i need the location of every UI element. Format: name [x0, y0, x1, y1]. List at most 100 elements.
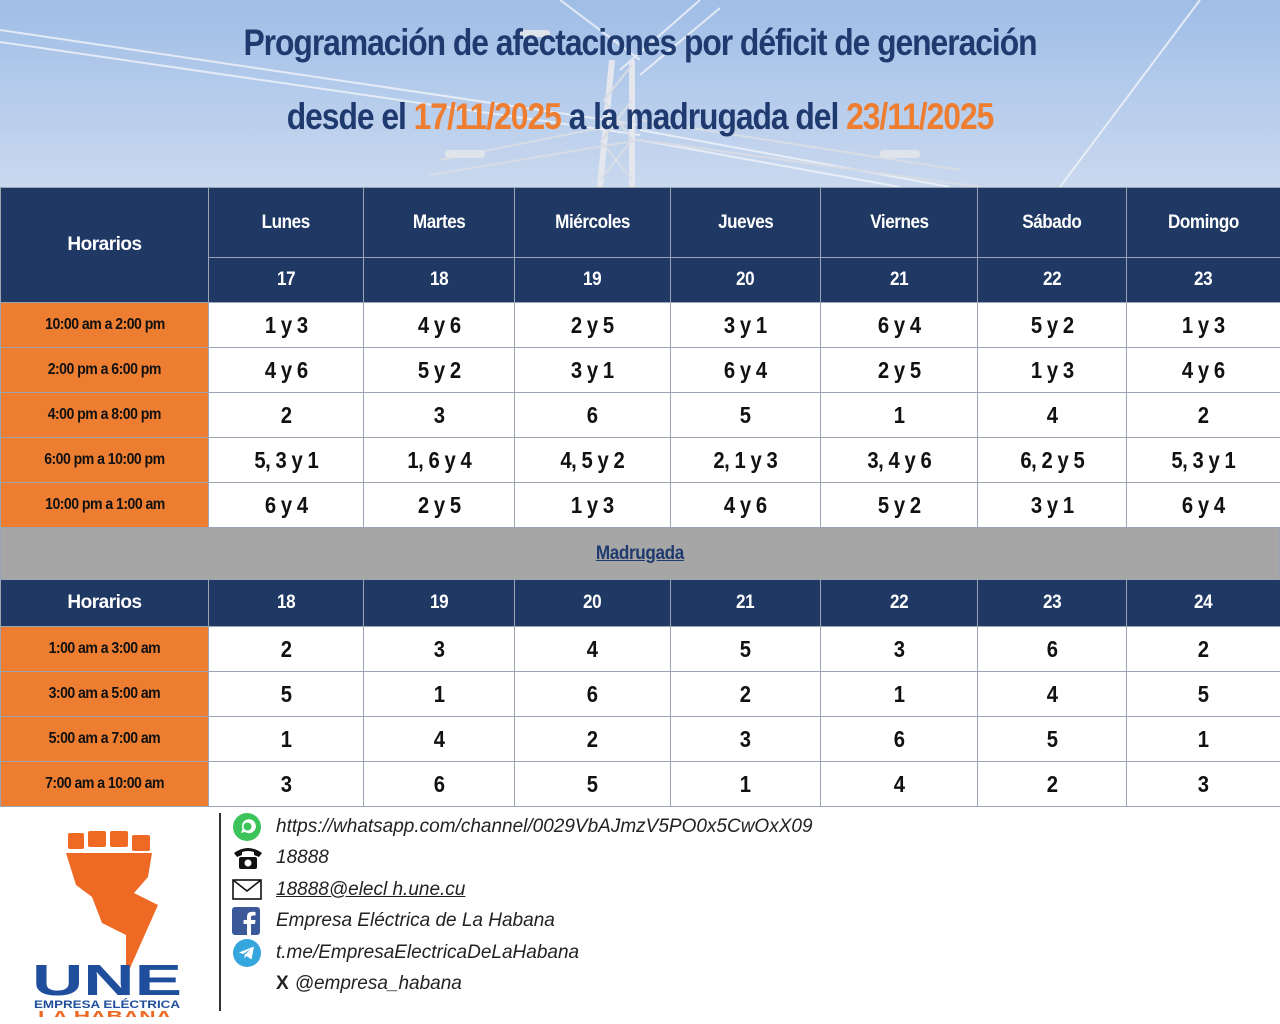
block-cell: 4	[820, 761, 978, 807]
start-date: 17/11/2025	[413, 96, 562, 137]
block-cell: 6	[977, 626, 1127, 672]
time-slot: 10:00 pm a 1:00 am	[0, 482, 209, 528]
block-cell: 2	[208, 626, 364, 672]
block-cell: 1 y 3	[1126, 302, 1280, 348]
contact-telegram[interactable]: t.me/EmpresaElectricaDeLaHabana	[232, 937, 813, 969]
contact-list: https://whatsapp.com/channel/0029VbAJmzV…	[232, 811, 813, 1000]
whatsapp-link[interactable]: https://whatsapp.com/channel/0029VbAJmzV…	[276, 815, 813, 837]
block-cell: 4 y 6	[363, 302, 515, 348]
madrugada-row: 3:00 am a 5:00 am 5 1 6 2 1 4 5	[0, 671, 1280, 717]
block-cell: 2	[977, 761, 1127, 807]
date-header: 21	[820, 257, 978, 303]
block-cell: 4	[977, 671, 1127, 717]
date-header: 20	[670, 257, 821, 303]
block-cell: 4, 5 y 2	[514, 437, 671, 483]
block-cell: 1	[208, 716, 364, 762]
day-header: Martes	[363, 187, 515, 258]
date-header: 18	[363, 257, 515, 303]
x-handle[interactable]: @empresa_habana	[294, 973, 462, 995]
contact-email[interactable]: 18888@elecl h.une.cu	[232, 874, 813, 906]
x-icon: X	[276, 973, 289, 995]
date-header: 18	[208, 579, 364, 627]
footer: UNE EMPRESA ELÉCTRICA LA HABANA https://…	[0, 807, 1280, 1024]
block-cell: 3, 4 y 6	[820, 437, 978, 483]
block-cell: 2 y 5	[363, 482, 515, 528]
time-slot: 1:00 am a 3:00 am	[0, 626, 209, 672]
block-cell: 4 y 6	[1126, 347, 1280, 393]
block-cell: 3	[670, 716, 821, 762]
block-cell: 6 y 4	[208, 482, 364, 528]
day-header: Sábado	[977, 187, 1127, 258]
envelope-icon	[232, 876, 266, 904]
block-cell: 5	[670, 392, 821, 438]
block-cell: 1	[820, 671, 978, 717]
date-header: 19	[363, 579, 515, 627]
block-cell: 5 y 2	[820, 482, 978, 528]
day-header: Domingo	[1126, 187, 1280, 258]
time-slot: 10:00 am a 2:00 pm	[0, 302, 209, 348]
block-cell: 2	[208, 392, 364, 438]
block-cell: 6 y 4	[1126, 482, 1280, 528]
header-banner: Programación de afectaciones por déficit…	[0, 0, 1280, 187]
block-cell: 4	[977, 392, 1127, 438]
madrugada-row: 7:00 am a 10:00 am 3 6 5 1 4 2 3	[0, 761, 1280, 807]
block-cell: 5	[670, 626, 821, 672]
date-header: 20	[514, 579, 671, 627]
block-cell: 2	[1126, 392, 1280, 438]
contact-facebook[interactable]: Empresa Eléctrica de La Habana	[232, 906, 813, 938]
block-cell: 4 y 6	[670, 482, 821, 528]
madrugada-header-row: Horarios 18 19 20 21 22 23 24	[0, 579, 1280, 627]
time-slot: 4:00 pm a 8:00 pm	[0, 392, 209, 438]
logo-line2: EMPRESA ELÉCTRICA	[34, 998, 180, 1011]
time-slot: 6:00 pm a 10:00 pm	[0, 437, 209, 483]
block-cell: 5	[514, 761, 671, 807]
block-cell: 6, 2 y 5	[977, 437, 1127, 483]
date-header: 24	[1126, 579, 1280, 627]
telegram-icon	[232, 938, 266, 967]
phone-number[interactable]: 18888	[276, 847, 329, 869]
block-cell: 3	[208, 761, 364, 807]
madrugada-row: 1:00 am a 3:00 am 2 3 4 5 3 6 2	[0, 626, 1280, 672]
time-slot: 5:00 am a 7:00 am	[0, 716, 209, 762]
une-logo: UNE EMPRESA ELÉCTRICA LA HABANA	[30, 827, 190, 1024]
day-header: Jueves	[670, 187, 821, 258]
contact-whatsapp[interactable]: https://whatsapp.com/channel/0029VbAJmzV…	[232, 811, 813, 843]
block-cell: 6	[820, 716, 978, 762]
block-cell: 4	[363, 716, 515, 762]
contact-x[interactable]: X @empresa_habana	[232, 969, 813, 1001]
block-cell: 3	[1126, 761, 1280, 807]
time-slot: 2:00 pm a 6:00 pm	[0, 347, 209, 393]
telegram-link[interactable]: t.me/EmpresaElectricaDeLaHabana	[276, 941, 580, 963]
block-cell: 2	[670, 671, 821, 717]
block-cell: 6	[514, 671, 671, 717]
page-title: Programación de afectaciones por déficit…	[243, 22, 1037, 63]
block-cell: 3	[820, 626, 978, 672]
madrugada-section-header: Madrugada	[0, 528, 1280, 579]
block-cell: 5	[208, 671, 364, 717]
date-header: 23	[977, 579, 1127, 627]
date-header: 21	[670, 579, 821, 627]
block-cell: 4 y 6	[208, 347, 364, 393]
schedule-row: 4:00 pm a 8:00 pm 2 3 6 5 1 4 2	[0, 392, 1280, 438]
contact-phone[interactable]: 18888	[232, 843, 813, 875]
block-cell: 2 y 5	[514, 302, 671, 348]
date-header: 22	[977, 257, 1127, 303]
block-cell: 3 y 1	[977, 482, 1127, 528]
facebook-link[interactable]: Empresa Eléctrica de La Habana	[276, 910, 555, 932]
block-cell: 6	[514, 392, 671, 438]
madrugada-row: 5:00 am a 7:00 am 1 4 2 3 6 5 1	[0, 716, 1280, 762]
block-cell: 5 y 2	[363, 347, 515, 393]
block-cell: 3 y 1	[670, 302, 821, 348]
email-link[interactable]: 18888@elecl h.une.cu	[276, 878, 466, 900]
block-cell: 3	[363, 626, 515, 672]
block-cell: 4	[514, 626, 671, 672]
day-header: Lunes	[208, 187, 364, 258]
block-cell: 1	[363, 671, 515, 717]
block-cell: 1	[1126, 716, 1280, 762]
horarios-header: Horarios	[0, 579, 209, 627]
date-header: 23	[1126, 257, 1280, 303]
time-slot: 3:00 am a 5:00 am	[0, 671, 209, 717]
footer-divider	[219, 813, 221, 1011]
madrugada-label: Madrugada	[596, 542, 684, 564]
